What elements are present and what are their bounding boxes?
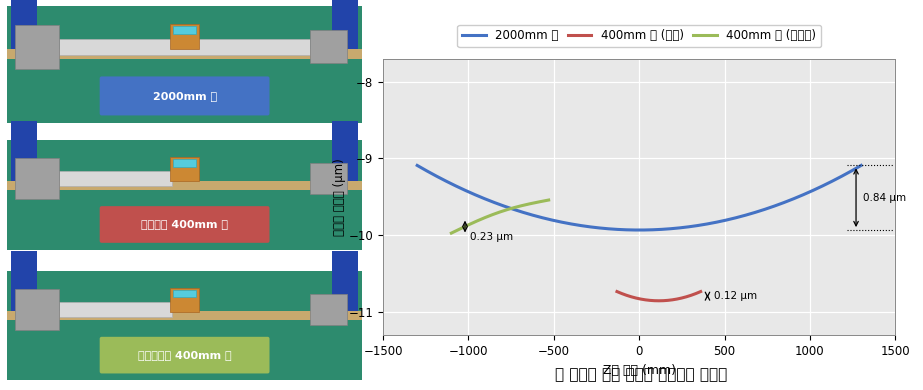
400mm 롤 (비대칭) xyxy=(534,199,545,204)
X-axis label: Z축 위치 (mm): Z축 위치 (mm) xyxy=(603,364,676,377)
400mm 롤 (비대칭) xyxy=(528,201,539,206)
Bar xyxy=(7,312,362,320)
400mm 롤 (대칭) xyxy=(682,294,693,299)
Bar xyxy=(11,121,37,181)
2000mm 롤 xyxy=(674,225,685,230)
2000mm 롤 xyxy=(490,201,501,206)
Bar xyxy=(332,121,358,181)
Bar xyxy=(170,157,199,181)
Bar xyxy=(332,0,358,49)
Line: 2000mm 롤: 2000mm 롤 xyxy=(417,165,861,230)
400mm 롤 (대칭) xyxy=(612,289,623,294)
FancyBboxPatch shape xyxy=(100,76,270,115)
400mm 롤 (비대칭) xyxy=(543,198,554,202)
400mm 롤 (비대칭) xyxy=(506,206,517,211)
Bar xyxy=(15,25,59,69)
2000mm 롤 xyxy=(613,227,624,232)
Text: 0.12 μm: 0.12 μm xyxy=(714,291,758,301)
Line: 400mm 롤 (대칭): 400mm 롤 (대칭) xyxy=(617,292,701,301)
Line: 400mm 롤 (비대칭): 400mm 롤 (비대칭) xyxy=(451,200,548,233)
Bar xyxy=(170,24,199,50)
400mm 롤 (대칭) xyxy=(661,298,672,303)
400mm 롤 (대칭) xyxy=(611,289,622,294)
Bar xyxy=(310,30,347,63)
Bar xyxy=(173,26,197,34)
Bar xyxy=(11,252,37,312)
FancyBboxPatch shape xyxy=(100,337,270,374)
400mm 롤 (비대칭) xyxy=(446,230,457,235)
Text: 0.84 μm: 0.84 μm xyxy=(863,193,906,203)
Bar xyxy=(173,160,197,167)
400mm 롤 (대칭) xyxy=(663,298,674,303)
Text: 2000mm 롤: 2000mm 롤 xyxy=(152,91,217,101)
Text: 대칭구조 400mm 롤: 대칭구조 400mm 롤 xyxy=(141,220,228,229)
400mm 롤 (대칭) xyxy=(662,298,673,303)
2000mm 롤 xyxy=(633,228,644,232)
Bar xyxy=(332,252,358,312)
Y-axis label: 베드의 처짐량 (μm): 베드의 처짐량 (μm) xyxy=(332,158,346,236)
400mm 롤 (대칭) xyxy=(653,298,665,303)
Bar xyxy=(11,0,37,49)
400mm 롤 (비대칭) xyxy=(446,231,457,236)
Bar xyxy=(7,49,362,58)
Bar xyxy=(15,289,59,330)
2000mm 롤 xyxy=(526,213,537,217)
400mm 롤 (비대칭) xyxy=(503,207,514,211)
Bar xyxy=(170,288,199,312)
Bar xyxy=(7,6,362,123)
Text: 비대칭구조 400mm 롤: 비대칭구조 400mm 롤 xyxy=(138,350,232,360)
Bar xyxy=(310,294,347,324)
Bar xyxy=(173,290,197,297)
400mm 롤 (대칭) xyxy=(688,292,699,297)
Bar xyxy=(15,158,59,199)
400mm 롤 (비대칭) xyxy=(504,207,515,211)
Bar xyxy=(59,171,172,186)
FancyBboxPatch shape xyxy=(100,206,270,243)
400mm 롤 (대칭) xyxy=(695,289,706,294)
Bar xyxy=(7,140,362,250)
Text: 롤 무게에 의한 베드의 상대적인 처짐량: 롤 무게에 의한 베드의 상대적인 처짐량 xyxy=(556,367,727,382)
Bar xyxy=(59,39,310,55)
Bar xyxy=(310,163,347,194)
Bar xyxy=(7,181,362,190)
Text: 0.23 μm: 0.23 μm xyxy=(470,232,513,241)
2000mm 롤 xyxy=(856,163,867,168)
Legend: 2000mm 롤, 400mm 롤 (대칭), 400mm 롤 (비대칭): 2000mm 롤, 400mm 롤 (대칭), 400mm 롤 (비대칭) xyxy=(457,25,821,47)
Bar xyxy=(59,301,172,317)
2000mm 롤 xyxy=(709,220,720,225)
Bar xyxy=(7,271,362,380)
2000mm 롤 xyxy=(412,163,423,168)
2000mm 롤 xyxy=(747,211,758,216)
